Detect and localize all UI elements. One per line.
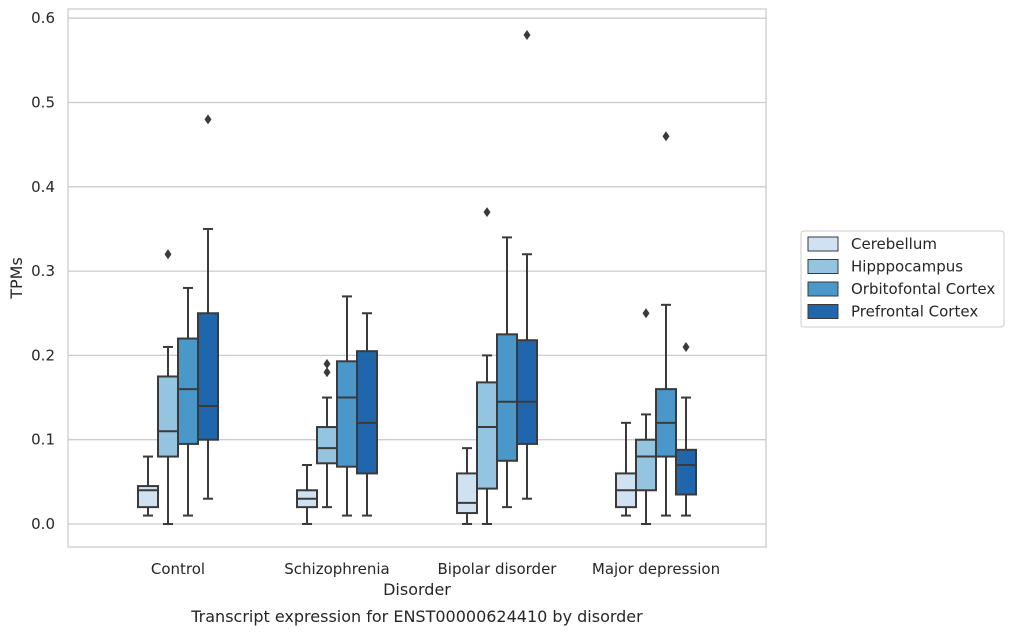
box-body	[356, 350, 378, 475]
box-group	[177, 286, 199, 517]
box-group	[456, 447, 478, 525]
outlier-point	[323, 367, 331, 378]
box-body	[177, 337, 199, 445]
legend-swatch	[807, 259, 839, 274]
box-group	[516, 30, 538, 500]
outlier-point	[164, 249, 172, 260]
box-group	[615, 421, 637, 517]
plot-frame	[67, 8, 767, 548]
outlier-point	[323, 358, 331, 369]
box-body	[336, 360, 358, 468]
y-tick-label: 0.6	[31, 9, 55, 27]
x-tick-label: Major depression	[592, 560, 720, 578]
box-group	[296, 463, 318, 525]
y-tick-label: 0.3	[31, 262, 55, 280]
legend-swatch	[807, 236, 839, 252]
outlier-point	[523, 30, 531, 41]
box-group	[635, 308, 657, 525]
box-body	[675, 448, 697, 496]
box-body	[516, 339, 538, 445]
box-plots	[137, 30, 697, 525]
box-group	[675, 341, 697, 517]
y-tick-labels: 0.0 0.1 0.2 0.3 0.4 0.5 0.6	[31, 9, 55, 533]
outlier-point	[204, 114, 212, 125]
x-tick-label: Control	[151, 560, 205, 578]
outlier-point	[682, 341, 690, 352]
x-axis-label: Disorder	[383, 580, 451, 599]
box-group	[356, 312, 378, 517]
legend-frame	[800, 230, 1005, 328]
box-body	[456, 472, 478, 515]
box-group	[316, 358, 338, 509]
legend-swatch	[807, 304, 839, 319]
legend-swatch	[807, 281, 839, 297]
y-tick-label: 0.2	[31, 346, 55, 364]
box-group	[655, 131, 677, 517]
box-body	[496, 333, 518, 462]
outlier-point	[483, 207, 491, 218]
box-group	[336, 295, 358, 517]
y-tick-label: 0.4	[31, 178, 55, 196]
legend-label: Hipppocampus	[851, 258, 963, 276]
y-tick-label: 0.1	[31, 431, 55, 449]
legend-label: Prefrontal Cortex	[851, 303, 978, 321]
box-body	[137, 485, 159, 509]
box-body	[157, 375, 179, 458]
legend: Cerebellum Hipppocampus Orbitofontal Corte…	[800, 230, 1005, 328]
chart-caption: Transcript expression for ENST0000062441…	[190, 607, 643, 626]
y-tick-label: 0.5	[31, 94, 55, 112]
y-tick-label: 0.0	[31, 515, 55, 533]
legend-label: Cerebellum	[851, 235, 937, 253]
legend-label: Orbitofontal Cortex	[851, 280, 995, 298]
x-tick-labels: Control Schizophrenia Bipolar disorder Majo…	[151, 560, 720, 578]
box-group	[157, 249, 179, 525]
box-body	[197, 312, 219, 441]
box-body	[316, 426, 338, 465]
y-axis-label: TPMs	[7, 257, 26, 300]
box-group	[476, 207, 498, 525]
outlier-point	[662, 131, 670, 142]
box-body	[635, 438, 657, 492]
x-tick-label: Schizophrenia	[284, 560, 389, 578]
outlier-point	[642, 308, 650, 319]
x-tick-label: Bipolar disorder	[438, 560, 558, 578]
box-body	[476, 381, 498, 490]
box-group	[137, 455, 159, 517]
box-group	[197, 114, 219, 500]
box-group	[496, 236, 518, 509]
